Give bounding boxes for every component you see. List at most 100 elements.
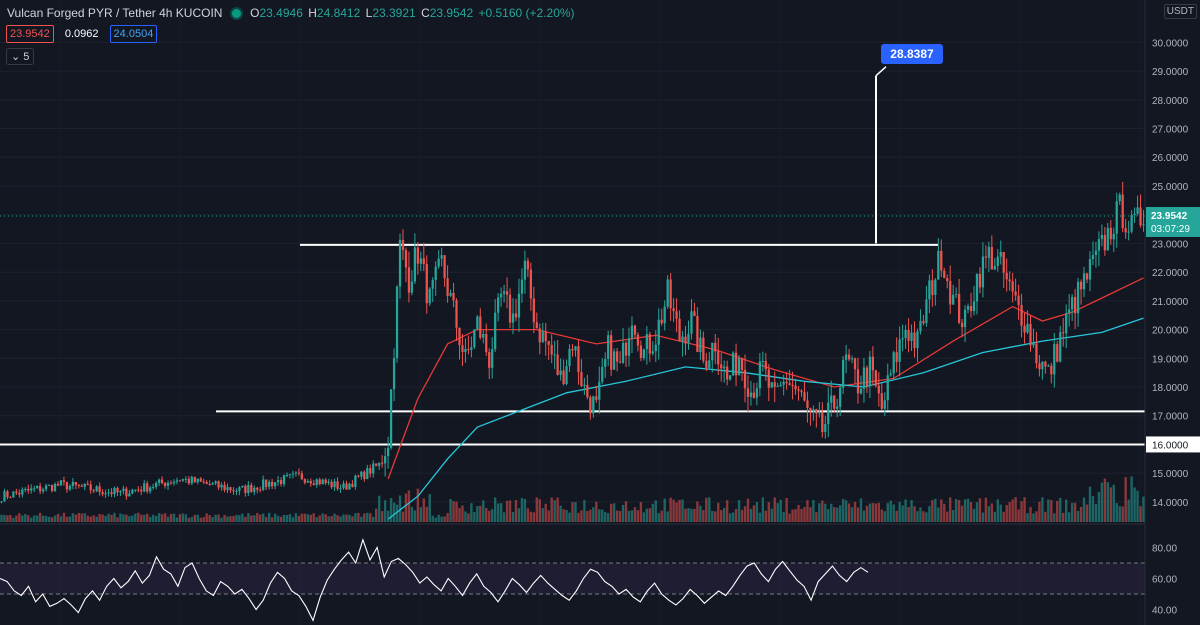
- volume-bar: [550, 497, 552, 522]
- volume-bar: [895, 511, 897, 522]
- candle-body: [509, 295, 511, 323]
- volume-bar: [664, 499, 666, 522]
- volume-bar: [292, 517, 294, 522]
- volume-bar: [369, 513, 371, 522]
- candle-body: [527, 261, 529, 270]
- moving-averages: [388, 278, 1143, 519]
- volume-bar: [607, 513, 609, 522]
- volume-bar: [723, 508, 725, 522]
- volume-bar: [1035, 511, 1037, 522]
- candle-body: [467, 349, 469, 350]
- volume-bar: [970, 502, 972, 522]
- sell-price-button[interactable]: 23.9542: [6, 25, 54, 43]
- candle-body: [134, 490, 136, 491]
- candle-body: [649, 334, 651, 354]
- volume-bar: [342, 514, 344, 522]
- candle-body: [970, 306, 972, 311]
- volume-bar: [1044, 512, 1046, 522]
- volume-bar: [678, 500, 680, 522]
- volume-bar: [390, 498, 392, 522]
- candle-body: [33, 488, 35, 489]
- candle-body: [488, 352, 490, 368]
- candle-body: [994, 266, 996, 270]
- candle-body: [533, 299, 535, 323]
- candle-body: [408, 267, 410, 292]
- candle-body: [1125, 228, 1127, 232]
- volume-bar: [571, 502, 573, 522]
- candle-body: [435, 267, 437, 280]
- rsi-tick-label: 40.00: [1152, 606, 1177, 617]
- volume-bar: [521, 498, 523, 522]
- interval-label[interactable]: 4h: [159, 6, 172, 20]
- volume-bar: [90, 517, 92, 522]
- candle-body: [672, 308, 674, 311]
- symbol-name[interactable]: Vulcan Forged PYR / Tether: [7, 6, 156, 20]
- price-tick-label: 29.0000: [1152, 67, 1189, 78]
- candle-body: [652, 351, 654, 353]
- candle-body: [580, 372, 582, 386]
- volume-bar: [631, 510, 633, 522]
- volume-bar: [964, 499, 966, 522]
- candle-body: [530, 270, 532, 299]
- candle-body: [1136, 207, 1138, 213]
- volume-bar: [791, 510, 793, 522]
- candle-body: [485, 334, 487, 352]
- buy-price-button[interactable]: 24.0504: [110, 25, 158, 43]
- volume-bar: [167, 517, 169, 522]
- candle-body: [619, 362, 621, 363]
- candle-body: [1065, 313, 1067, 333]
- volume-bar: [720, 510, 722, 522]
- volume-bar: [580, 510, 582, 522]
- candle-body: [1128, 232, 1130, 233]
- level-price-tag-label: 16.0000: [1152, 440, 1189, 451]
- candle-body: [402, 240, 404, 250]
- volume-bar: [417, 489, 419, 522]
- volume-bar: [440, 517, 442, 522]
- candle-body: [574, 346, 576, 350]
- candle-body: [678, 319, 680, 342]
- volume-bar: [634, 507, 636, 522]
- candle-body: [753, 393, 755, 398]
- volume-bar: [262, 513, 264, 522]
- candle-body: [149, 487, 151, 491]
- volume-bar: [726, 500, 728, 522]
- volume-bar: [250, 515, 252, 522]
- volume-bar: [464, 511, 466, 522]
- indicators-toggle[interactable]: ⌄ 5: [6, 48, 34, 65]
- price-axis[interactable]: 30.0000 29.0000 28.0000 27.0000 26.0000 25.00…: [1145, 0, 1200, 625]
- candle-body: [12, 491, 14, 497]
- candle-body: [598, 382, 600, 400]
- candle-body: [63, 480, 65, 482]
- volume-bar: [140, 515, 142, 522]
- volume-bar: [774, 497, 776, 522]
- candle-body: [637, 335, 639, 346]
- rsi-tick-label: 80.00: [1152, 544, 1177, 555]
- candle-body: [1083, 273, 1085, 289]
- volume-bar: [1104, 479, 1106, 522]
- candle-body: [521, 280, 523, 294]
- candle-body: [809, 408, 811, 411]
- volume-bar: [1068, 512, 1070, 522]
- currency-label[interactable]: USDT: [1164, 4, 1197, 19]
- measure-tool[interactable]: 28.8387: [876, 44, 943, 243]
- candle-body: [369, 468, 371, 473]
- volume-bar: [503, 512, 505, 522]
- candle-body: [325, 480, 327, 483]
- candle-body: [854, 358, 856, 369]
- volume-bar: [759, 513, 761, 522]
- candle-body: [577, 346, 579, 372]
- volume-bar: [1077, 511, 1079, 522]
- candle-body: [545, 332, 547, 341]
- volume-bar: [976, 502, 978, 522]
- volume-bar: [98, 514, 100, 522]
- volume-bar: [973, 509, 975, 522]
- volume-bar: [411, 507, 413, 522]
- candle-body: [176, 480, 178, 481]
- candle-body: [899, 339, 901, 361]
- candle-body: [1089, 259, 1091, 279]
- candle-body: [45, 485, 47, 489]
- candle-body: [818, 412, 820, 414]
- volume-bar: [988, 506, 990, 522]
- candle-body: [1032, 344, 1034, 346]
